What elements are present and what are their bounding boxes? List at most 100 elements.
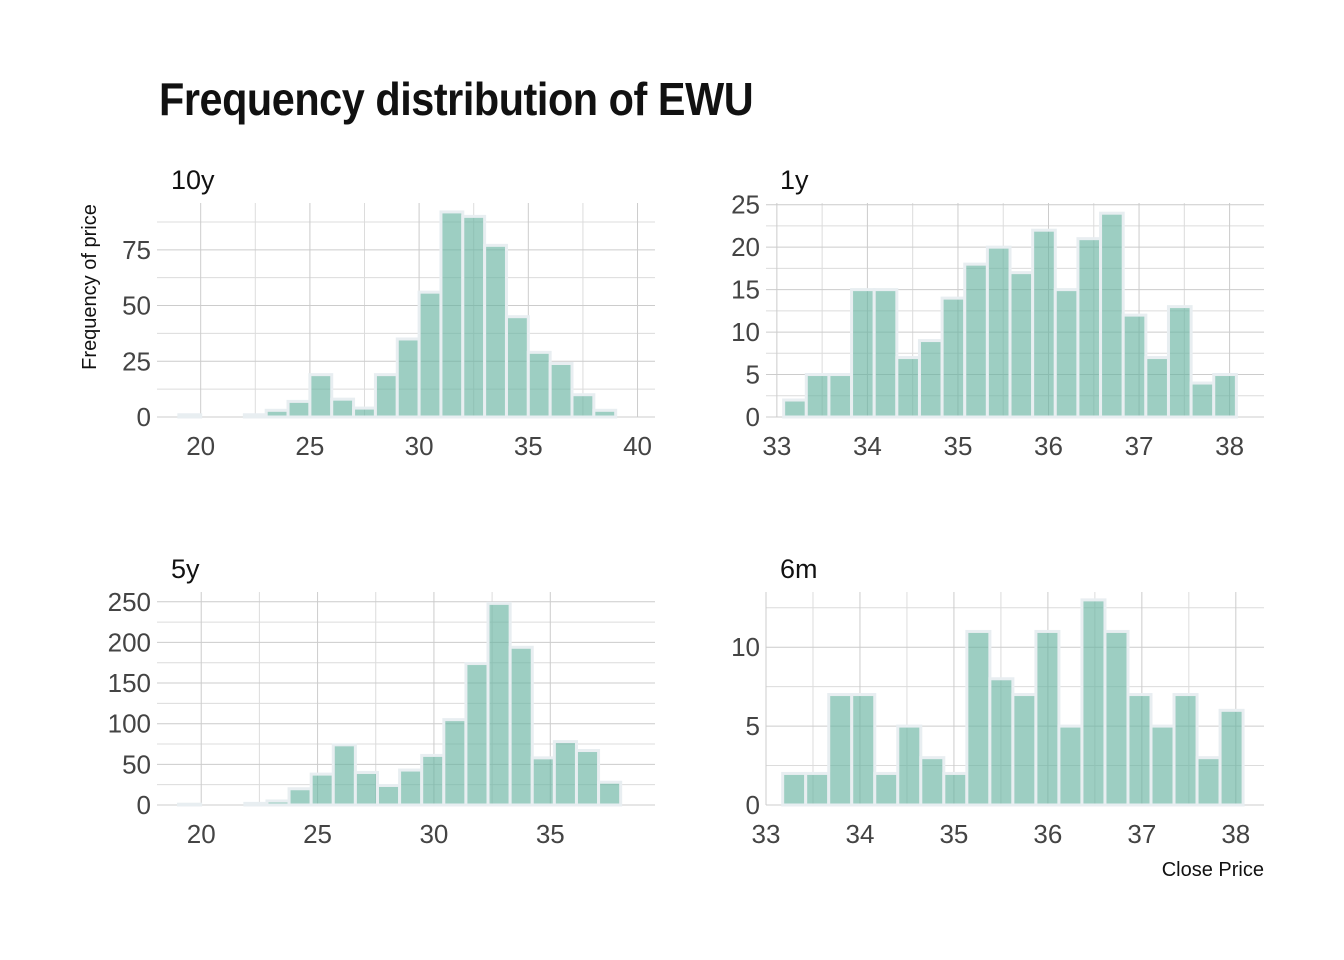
histogram-bar — [1195, 756, 1222, 807]
x-tick-label: 20 — [186, 431, 215, 461]
histogram-bar — [243, 801, 269, 807]
y-tick-label: 10 — [731, 317, 760, 347]
histogram-bar — [919, 756, 946, 807]
histogram-bar — [850, 288, 876, 419]
facet-label-10y: 10y — [171, 165, 215, 195]
histogram-bar — [895, 356, 921, 419]
y-tick-label: 5 — [746, 711, 760, 741]
histogram-bar — [1057, 724, 1084, 807]
x-tick-label: 36 — [1034, 431, 1063, 461]
y-tick-label: 20 — [731, 232, 760, 262]
histogram-bar — [1011, 693, 1038, 807]
histogram-bar — [548, 362, 574, 419]
histogram-bar — [1076, 237, 1103, 419]
y-tick-label: 0 — [746, 790, 760, 820]
x-tick-label: 38 — [1215, 431, 1244, 461]
histogram-bar — [331, 743, 357, 807]
histogram-bar — [417, 290, 443, 419]
histogram-bar — [782, 398, 808, 419]
histogram-bar — [1144, 356, 1170, 419]
histogram-bar — [287, 787, 313, 807]
y-tick-label: 0 — [137, 402, 151, 432]
chart-title: Frequency distribution of EWU — [159, 73, 754, 125]
x-tick-label: 20 — [187, 819, 216, 849]
histogram-bar — [1172, 693, 1199, 807]
y-tick-label: 0 — [137, 790, 151, 820]
histogram-bar — [504, 315, 530, 419]
y-tick-label: 25 — [731, 190, 760, 220]
x-tick-label: 30 — [419, 819, 448, 849]
histogram-bar — [352, 406, 377, 419]
panel-10y: 20 25 30 35 40 0 25 50 75 10y — [122, 165, 655, 461]
histogram-bar — [988, 677, 1015, 807]
panel-1y: 33 34 35 36 37 38 0 5 10 15 20 25 1y — [731, 165, 1264, 461]
histogram-bar — [461, 214, 487, 419]
histogram-bar — [395, 337, 421, 419]
histogram-bar — [597, 780, 623, 807]
histogram-bar — [940, 296, 967, 419]
histogram-bar — [242, 413, 268, 419]
histogram-bar — [177, 802, 203, 807]
histogram-bar — [804, 771, 831, 807]
facet-label-6m: 6m — [780, 554, 818, 584]
histogram-bar — [308, 373, 334, 419]
histogram-bar — [942, 771, 969, 807]
histogram-bar — [1034, 629, 1061, 807]
histogram-bar — [1008, 271, 1035, 419]
y-tick-label: 5 — [746, 360, 760, 390]
histogram-bar — [483, 243, 508, 419]
panel-6m: 33 34 35 36 37 38 0 5 10 6m — [731, 554, 1264, 849]
histogram-bar — [398, 768, 424, 807]
x-tick-label: 34 — [853, 431, 882, 461]
histogram-bar — [1121, 313, 1148, 419]
histogram-bar — [570, 393, 596, 419]
x-tick-label: 30 — [405, 431, 434, 461]
x-tick-label: 25 — [303, 819, 332, 849]
histogram-bar — [873, 771, 900, 807]
histogram-bar — [827, 693, 854, 807]
y-tick-label: 75 — [122, 235, 151, 265]
y-tick-label: 50 — [122, 291, 151, 321]
histogram-bar — [464, 662, 490, 807]
histogram-bar — [177, 413, 203, 419]
histogram-bar — [286, 399, 312, 419]
x-tick-label: 36 — [1033, 819, 1062, 849]
y-tick-label: 250 — [108, 587, 151, 617]
histogram-bar — [1126, 693, 1153, 807]
y-axis-title: Frequency of price — [79, 204, 101, 370]
histogram-bar — [1103, 629, 1130, 807]
histogram-bar — [375, 783, 402, 807]
x-tick-label: 33 — [752, 819, 781, 849]
y-tick-label: 150 — [108, 668, 151, 698]
y-tick-label: 15 — [731, 275, 760, 305]
histogram-bar — [1166, 305, 1193, 419]
histogram-bar — [265, 799, 291, 807]
panel-5y: 20 25 30 35 0 50 100 150 200 250 5y — [108, 554, 655, 849]
histogram-bar — [508, 645, 534, 807]
histogram-bar — [872, 288, 899, 419]
histogram-bar — [1053, 288, 1080, 419]
histogram-bar — [804, 373, 831, 419]
x-tick-label: 35 — [514, 431, 543, 461]
x-tick-label: 35 — [943, 431, 972, 461]
histogram-bar — [486, 601, 512, 807]
histogram-bar — [309, 772, 335, 807]
x-axis-title: Close Price — [1162, 859, 1264, 881]
x-tick-label: 37 — [1125, 431, 1154, 461]
x-tick-label: 38 — [1221, 819, 1250, 849]
facet-label-5y: 5y — [171, 554, 200, 584]
histogram-bar — [827, 373, 854, 419]
histogram-bar — [965, 629, 992, 807]
y-tick-label: 25 — [122, 346, 151, 376]
histogram-bar — [1080, 598, 1107, 807]
histogram-bar — [1099, 211, 1125, 419]
histogram-bar — [1031, 228, 1057, 419]
y-tick-label: 10 — [731, 632, 760, 662]
histogram-bar — [264, 408, 290, 419]
facet-label-1y: 1y — [780, 165, 809, 195]
histogram-bar — [985, 245, 1012, 419]
x-tick-label: 37 — [1127, 819, 1156, 849]
histogram-bar — [896, 724, 923, 807]
y-tick-label: 50 — [122, 749, 151, 779]
